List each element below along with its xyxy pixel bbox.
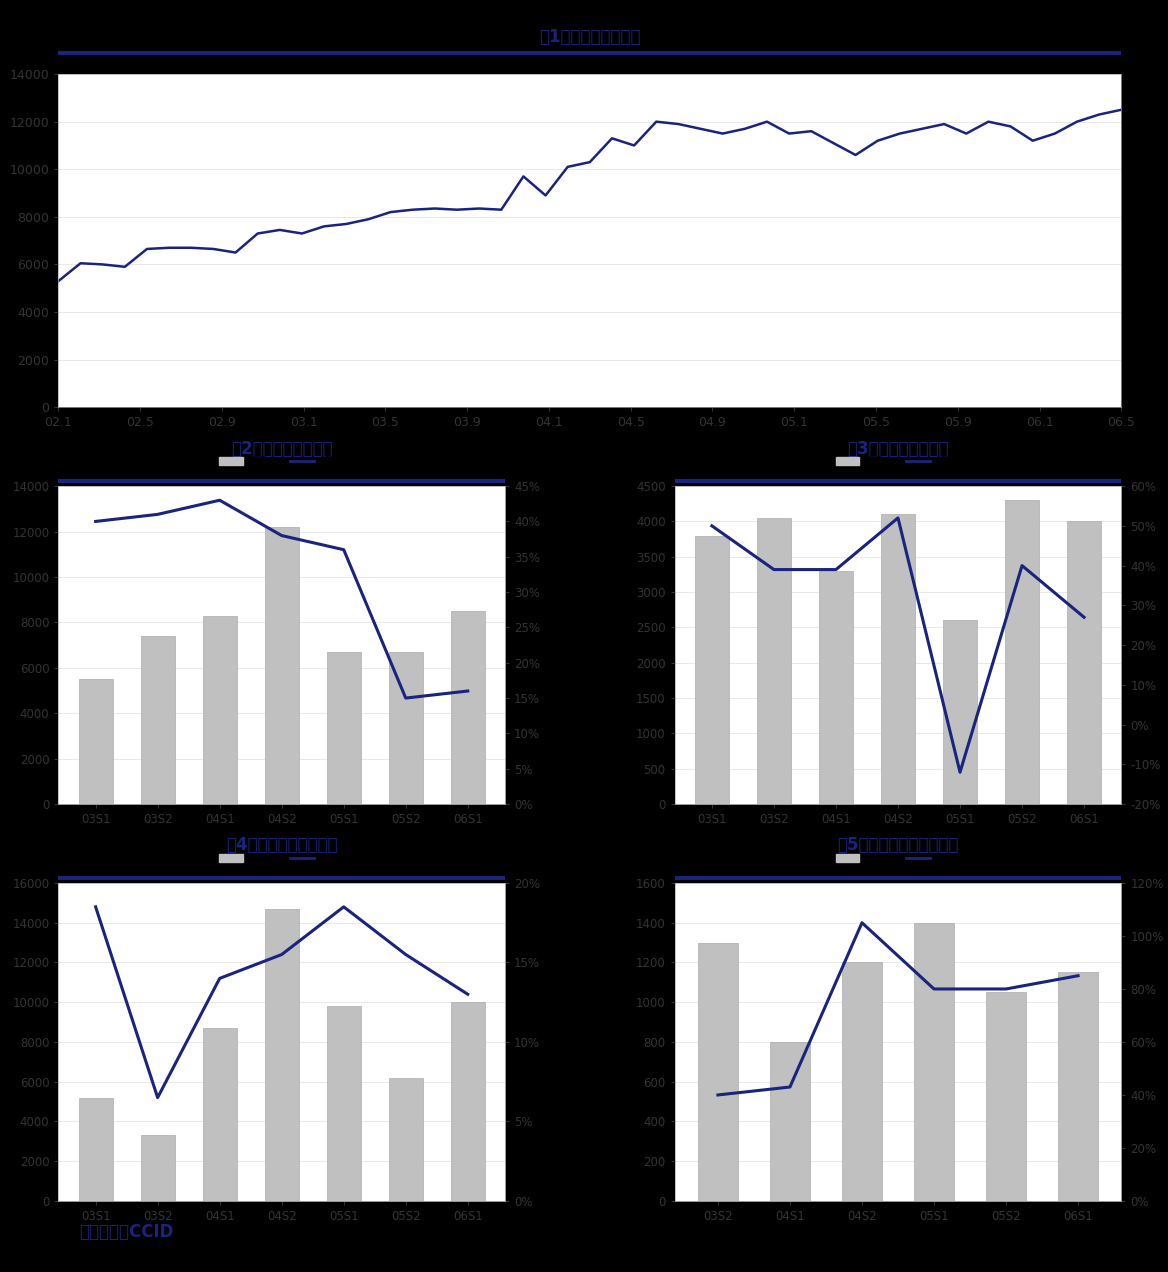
Legend: 收入, 毛利率: 收入, 毛利率	[830, 847, 965, 870]
Bar	[881, 514, 915, 804]
Bar	[986, 992, 1026, 1201]
Bar	[695, 536, 729, 804]
Bar	[1058, 972, 1098, 1201]
Text: 数据来源：CCID: 数据来源：CCID	[79, 1222, 174, 1240]
Bar	[140, 1136, 175, 1201]
Bar	[943, 621, 978, 804]
Bar	[140, 636, 175, 804]
Bar	[1068, 522, 1101, 804]
Bar	[451, 611, 485, 804]
Text: 图5：再生粒子半年度数据: 图5：再生粒子半年度数据	[837, 837, 959, 855]
Bar	[327, 651, 361, 804]
Bar	[78, 1098, 112, 1201]
Text: 图3：镀膜半年度数据: 图3：镀膜半年度数据	[847, 440, 948, 458]
Text: 图2：光膜半年度数据: 图2：光膜半年度数据	[231, 440, 333, 458]
Bar	[757, 518, 791, 804]
Bar	[265, 527, 299, 804]
Legend: 收入, 毛利率: 收入, 毛利率	[215, 450, 349, 473]
Bar	[451, 1002, 485, 1201]
Bar	[770, 1042, 809, 1201]
Text: 图4：电容器半年度数据: 图4：电容器半年度数据	[225, 837, 338, 855]
Bar	[202, 616, 237, 804]
Bar	[698, 943, 738, 1201]
Bar	[389, 1077, 423, 1201]
Bar	[202, 1028, 237, 1201]
Bar	[819, 571, 853, 804]
Bar	[842, 963, 882, 1201]
Bar	[915, 922, 954, 1201]
Legend: 收入, 毛利率: 收入, 毛利率	[830, 450, 965, 473]
Bar	[389, 651, 423, 804]
Bar	[265, 908, 299, 1201]
Text: 图1：聚丙烯价格走势: 图1：聚丙烯价格走势	[540, 28, 640, 46]
Legend: 收入, 毛利率: 收入, 毛利率	[215, 847, 349, 870]
Bar	[327, 1006, 361, 1201]
Bar	[1004, 500, 1040, 804]
Bar	[78, 679, 112, 804]
